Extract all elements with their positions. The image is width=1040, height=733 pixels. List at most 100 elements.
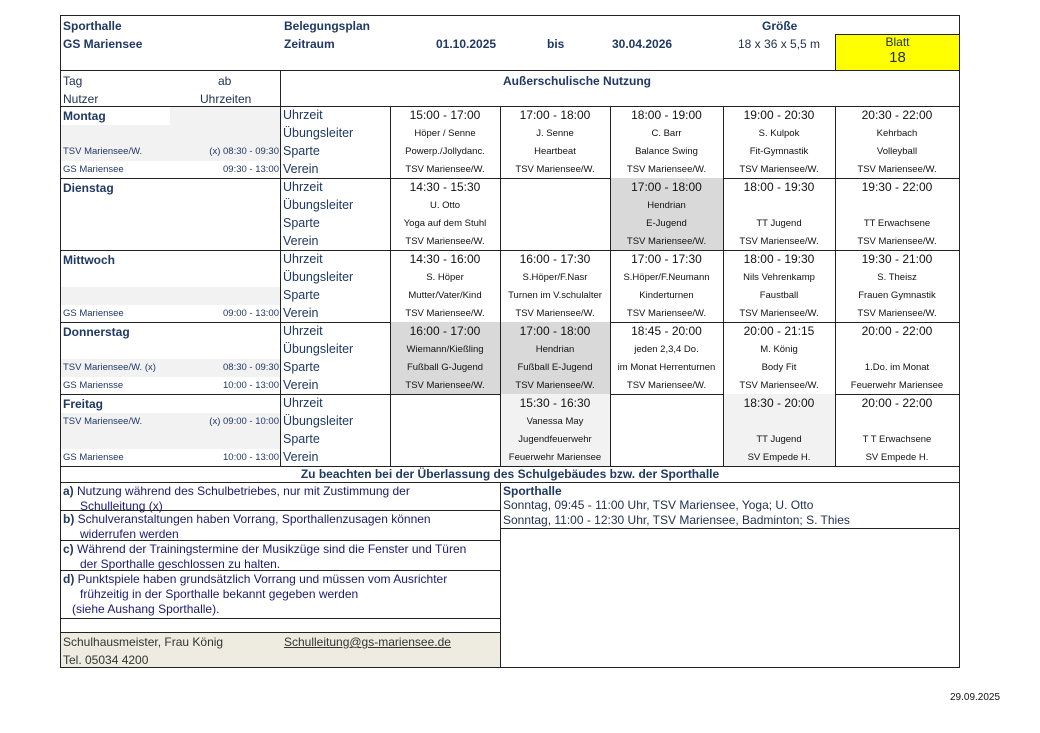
slot-trainer: U. Otto bbox=[429, 200, 461, 211]
period-label: Zeitraum bbox=[284, 37, 335, 51]
slot-club: TSV Mariensee/W. bbox=[626, 164, 707, 175]
email-link[interactable]: Schulleitung@gs-mariensee.de bbox=[284, 635, 451, 649]
sheet-label: Blatt bbox=[885, 35, 910, 49]
slot-trainer: C. Barr bbox=[651, 128, 682, 139]
slot-time: 20:00 - 22:00 bbox=[861, 324, 933, 338]
booking-slot[interactable] bbox=[500, 106, 610, 178]
row-label: Sparte bbox=[283, 360, 320, 374]
day-name: Freitag bbox=[63, 397, 104, 411]
booking-slot[interactable] bbox=[500, 178, 610, 250]
slot-sport: E-Jugend bbox=[646, 218, 687, 229]
slot-time: 18:00 - 19:00 bbox=[631, 108, 702, 122]
col-uhrzeiten: Uhrzeiten bbox=[200, 92, 252, 106]
slot-club: TSV Mariensee/W. bbox=[739, 164, 819, 175]
period-to-label: bis bbox=[547, 37, 565, 51]
booking-slot[interactable] bbox=[835, 106, 959, 178]
booking-slot[interactable] bbox=[835, 178, 959, 250]
booking-slot[interactable] bbox=[610, 106, 723, 178]
slot-club: TSV Mariensee/W. bbox=[515, 380, 595, 391]
slot-club: SV Empede H. bbox=[865, 452, 929, 463]
booking-slot[interactable] bbox=[390, 106, 500, 178]
slot-club: TSV Mariensee/W. bbox=[626, 308, 707, 319]
note-line: c) Während der Trainingstermine der Musi… bbox=[63, 542, 467, 556]
slot-sport: Body Fit bbox=[761, 362, 797, 373]
row-label: Sparte bbox=[283, 144, 320, 158]
caretaker: Schulhausmeister, Frau König bbox=[63, 635, 224, 649]
row-label: Sparte bbox=[283, 216, 320, 230]
day-name: Montag bbox=[63, 109, 106, 123]
school-time: (x) 08:30 - 09:30 bbox=[209, 146, 279, 157]
booking-slot[interactable] bbox=[500, 250, 610, 322]
size-label: Größe bbox=[762, 19, 798, 33]
row-label: Verein bbox=[283, 378, 319, 392]
hall-size: 18 x 36 x 5,5 m bbox=[738, 37, 821, 51]
slot-time: 18:30 - 20:00 bbox=[743, 396, 815, 410]
slot-sport: Fußball G-Jugend bbox=[406, 362, 484, 373]
slot-sport: TT Jugend bbox=[756, 218, 802, 229]
booking-slot[interactable] bbox=[723, 178, 835, 250]
booking-slot[interactable] bbox=[723, 394, 835, 466]
booking-slot[interactable] bbox=[723, 322, 835, 394]
slot-trainer: S. Höper bbox=[426, 272, 464, 283]
note-line: (siehe Aushang Sporthalle). bbox=[72, 602, 220, 616]
slot-trainer: Hendrian bbox=[535, 344, 575, 355]
booking-slot[interactable] bbox=[390, 322, 500, 394]
row-label: Übungsleiter bbox=[283, 342, 354, 356]
school-time: 09:00 - 13:00 bbox=[223, 308, 279, 319]
slot-trainer: S.Höper/F.Nasr bbox=[522, 272, 588, 283]
slot-sport: Jugendfeuerwehr bbox=[518, 434, 592, 445]
row-label: Sparte bbox=[283, 288, 320, 302]
booking-slot[interactable] bbox=[500, 322, 610, 394]
note-line: Schulleitung (x) bbox=[80, 499, 163, 513]
period-from: 01.10.2025 bbox=[436, 37, 497, 51]
slot-sport: Volleyball bbox=[876, 146, 918, 157]
booking-slot[interactable] bbox=[610, 250, 723, 322]
slot-trainer: S.Höper/F.Neumann bbox=[623, 272, 710, 283]
row-label: Verein bbox=[283, 162, 319, 176]
booking-slot[interactable] bbox=[390, 178, 500, 250]
notes-heading: Zu beachten bei der Überlassung des Schu… bbox=[300, 467, 720, 481]
booking-slot[interactable] bbox=[610, 178, 723, 250]
slot-sport: Turnen im V.schulalter bbox=[508, 290, 602, 301]
day-name: Dienstag bbox=[63, 181, 114, 195]
slot-time: 17:00 - 18:00 bbox=[519, 108, 591, 122]
school-user: TSV Mariensee/W. (x) bbox=[63, 362, 156, 373]
booking-slot[interactable] bbox=[835, 394, 959, 466]
row-label: Uhrzeit bbox=[283, 180, 323, 194]
slot-club: Feuerwehr Mariensee bbox=[850, 380, 944, 391]
sheet-number: 18 bbox=[889, 49, 906, 66]
contact-box bbox=[61, 632, 500, 667]
school-user: GS Mariensse bbox=[63, 380, 124, 391]
slot-club: TSV Mariensee/W. bbox=[626, 380, 707, 391]
slot-club: TSV Mariensee/W. bbox=[405, 380, 485, 391]
booking-slot[interactable] bbox=[723, 106, 835, 178]
booking-slot[interactable] bbox=[610, 322, 723, 394]
plan-title: Belegungsplan bbox=[284, 19, 371, 33]
row-label: Übungsleiter bbox=[283, 198, 354, 212]
booking-slot[interactable] bbox=[835, 250, 959, 322]
booking-slot[interactable] bbox=[500, 394, 610, 466]
slot-trainer: jeden 2,3,4 Do. bbox=[634, 344, 699, 355]
period-to: 30.04.2026 bbox=[612, 37, 673, 51]
note-line: frühzeitig in der Sporthalle bekannt geg… bbox=[80, 587, 359, 601]
school-time: 08:30 - 09:30 bbox=[223, 362, 279, 373]
slot-time: 19:30 - 21:00 bbox=[861, 252, 933, 266]
slot-club: TSV Mariensee/W. bbox=[515, 164, 595, 175]
school-time: 09:30 - 13:00 bbox=[223, 164, 279, 175]
note-key: d) bbox=[63, 572, 75, 586]
booking-slot[interactable] bbox=[835, 322, 959, 394]
booking-slot[interactable] bbox=[390, 250, 500, 322]
slot-sport: 1.Do. im Monat bbox=[864, 362, 930, 373]
slot-club: TSV Mariensee/W. bbox=[405, 308, 485, 319]
slot-club: TSV Mariensee/W. bbox=[857, 308, 937, 319]
slot-sport: Frauen Gymnastik bbox=[858, 290, 936, 301]
booking-slot[interactable] bbox=[390, 394, 500, 466]
slot-time: 17:00 - 17:30 bbox=[631, 252, 702, 266]
slot-time: 15:00 - 17:00 bbox=[409, 108, 481, 122]
slot-time: 14:30 - 16:00 bbox=[409, 252, 481, 266]
slot-trainer: Nils Vehrenkamp bbox=[743, 272, 815, 283]
booking-slot[interactable] bbox=[610, 394, 723, 466]
booking-slot[interactable] bbox=[723, 250, 835, 322]
slot-trainer: Höper / Senne bbox=[414, 128, 476, 139]
slot-sport: Balance Swing bbox=[635, 146, 698, 157]
